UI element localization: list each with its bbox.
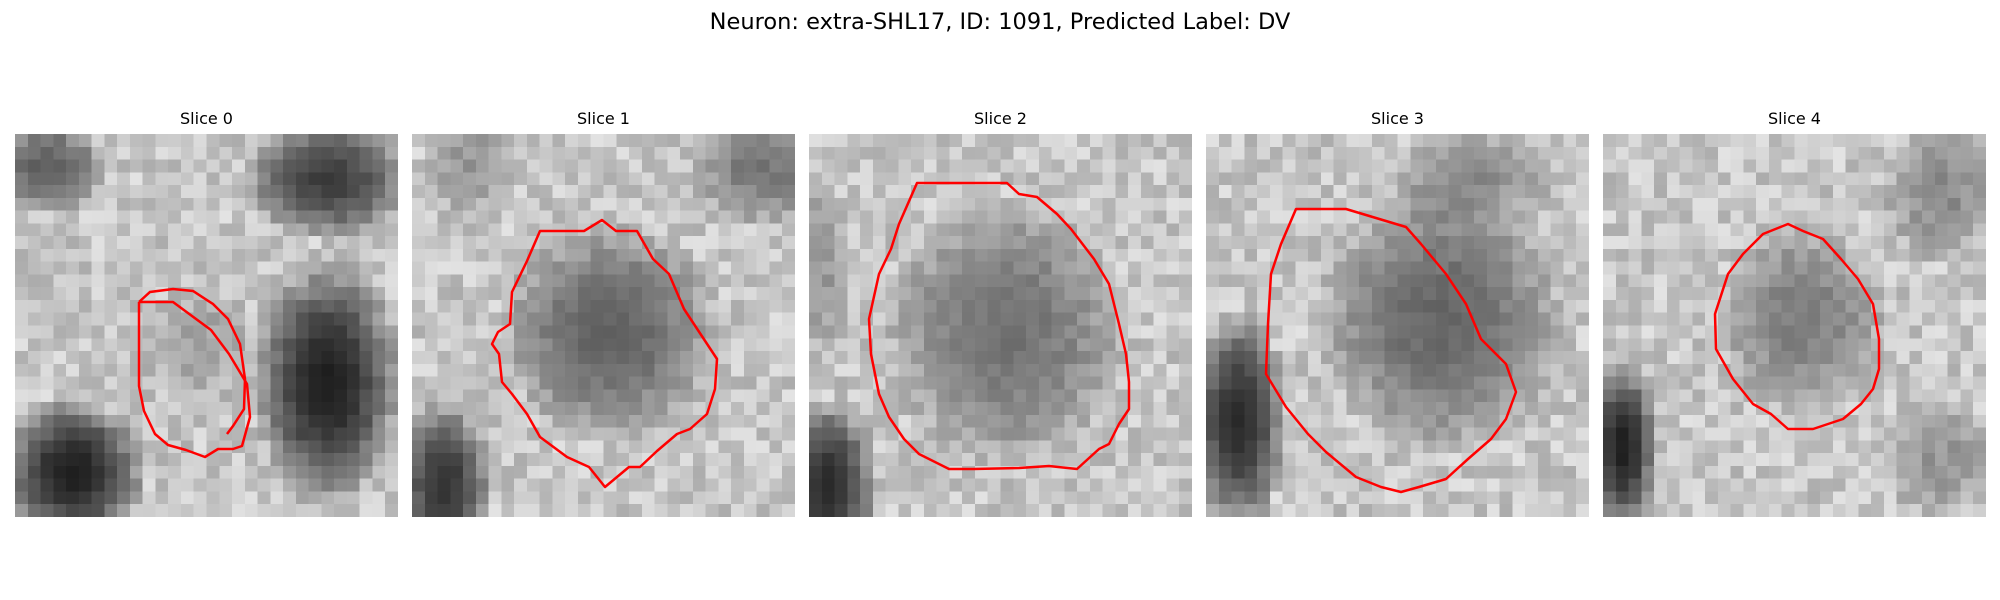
slice-title: Slice 1 [577, 109, 630, 128]
segmentation-contour [867, 181, 1131, 471]
slice-panel-3: Slice 3 [1206, 110, 1589, 517]
slice-title: Slice 0 [180, 109, 233, 128]
segmentation-contour [490, 218, 719, 489]
grayscale-patch [1206, 134, 1589, 517]
grayscale-patch [809, 134, 1192, 517]
slice-panel-2: Slice 2 [809, 110, 1192, 517]
slice-image [412, 134, 795, 517]
grayscale-patch [412, 134, 795, 517]
slice-title: Slice 2 [974, 109, 1027, 128]
slice-image [1603, 134, 1986, 517]
segmentation-contour [1713, 222, 1881, 431]
slice-panel-4: Slice 4 [1603, 110, 1986, 517]
figure-title: Neuron: extra-SHL17, ID: 1091, Predicted… [709, 9, 1291, 35]
slice-title: Slice 4 [1768, 109, 1821, 128]
slice-title: Slice 3 [1371, 109, 1424, 128]
slice-panel-1: Slice 1 [412, 110, 795, 517]
grayscale-patch [1603, 134, 1986, 517]
slice-image [15, 134, 398, 517]
slice-image [1206, 134, 1589, 517]
slice-image [809, 134, 1192, 517]
segmentation-contour [137, 287, 252, 459]
segmentation-contour [1264, 207, 1518, 494]
slice-panel-0: Slice 0 [15, 110, 398, 517]
